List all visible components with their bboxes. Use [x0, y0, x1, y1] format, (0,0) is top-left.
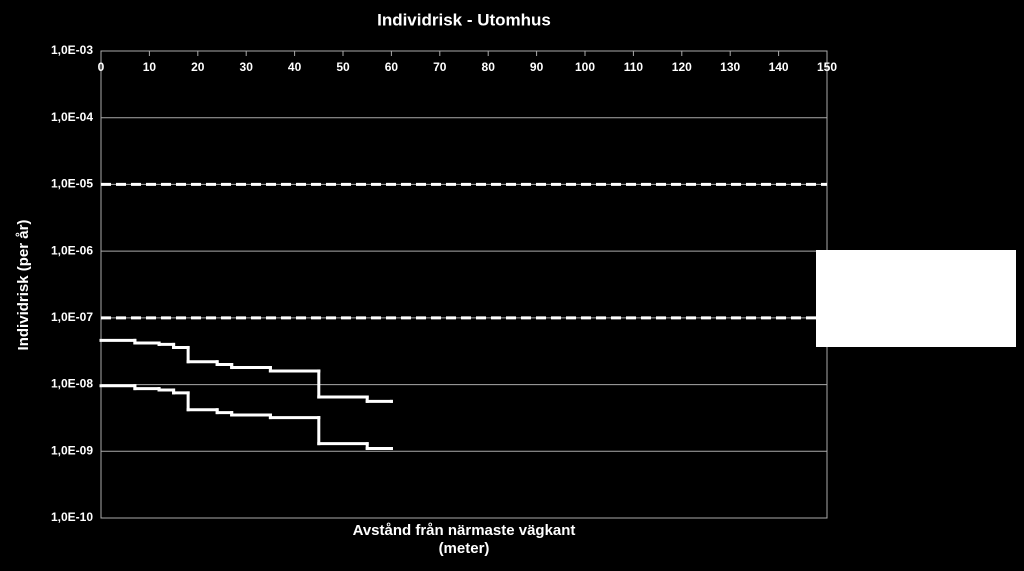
chart-title: Individrisk - Utomhus	[377, 10, 551, 29]
y-tick-label: 1,0E-05	[51, 177, 93, 191]
x-tick-label: 30	[240, 60, 254, 74]
x-tick-label: 110	[624, 60, 644, 74]
y-tick-label: 1,0E-10	[51, 510, 93, 524]
x-tick-label: 0	[98, 60, 105, 74]
y-tick-label: 1,0E-03	[51, 43, 93, 57]
x-tick-label: 150	[817, 60, 837, 74]
y-tick-label: 1,0E-08	[51, 377, 93, 391]
x-tick-label: 40	[288, 60, 302, 74]
x-tick-label: 140	[769, 60, 789, 74]
y-tick-label: 1,0E-06	[51, 243, 93, 257]
x-tick-label: 50	[336, 60, 350, 74]
x-tick-label: 120	[672, 60, 692, 74]
y-axis-label: Individrisk (per år)	[15, 220, 32, 351]
x-tick-label: 20	[191, 60, 205, 74]
x-tick-label: 130	[720, 60, 740, 74]
y-tick-label: 1,0E-04	[51, 110, 93, 124]
y-tick-label: 1,0E-09	[51, 443, 93, 457]
x-tick-label: 100	[575, 60, 595, 74]
x-tick-label: 60	[385, 60, 399, 74]
legend-box	[816, 250, 1016, 347]
x-axis-label: Avstånd från närmaste vägkant	[353, 522, 576, 539]
x-axis-label: (meter)	[439, 540, 490, 557]
y-tick-label: 1,0E-07	[51, 310, 93, 324]
x-tick-label: 90	[530, 60, 544, 74]
x-tick-label: 80	[482, 60, 496, 74]
x-tick-label: 10	[143, 60, 157, 74]
x-tick-label: 70	[433, 60, 447, 74]
